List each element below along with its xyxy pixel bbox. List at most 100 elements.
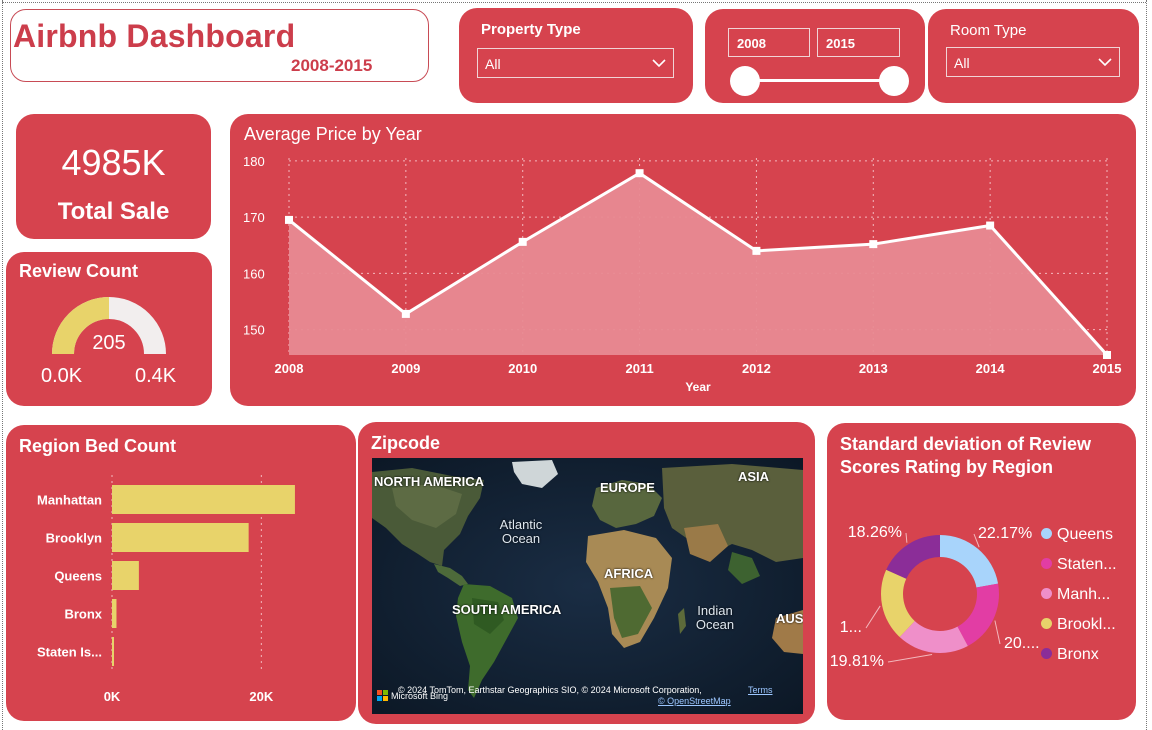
bed-chart-title: Region Bed Count [19, 436, 176, 456]
bed-category-label: Staten Is... [37, 645, 102, 660]
legend-item[interactable]: Manh... [1041, 586, 1110, 604]
price-chart-card: Average Price by Year 150 160 170 180 2008 20… [230, 114, 1136, 406]
price-point[interactable] [635, 169, 644, 178]
property-type-dropdown[interactable]: All [477, 48, 674, 78]
room-type-dropdown[interactable]: All [946, 47, 1120, 77]
legend-label: Staten... [1057, 556, 1117, 573]
donut-slice[interactable] [940, 535, 999, 588]
donut-chart: 22.17% 20.... 19.81% 1... 18.26% [830, 524, 1040, 670]
dashboard-title-card: Airbnb Dashboard 2008-2015 [10, 9, 429, 82]
price-xtick: 2012 [742, 361, 771, 376]
legend-swatch [1041, 588, 1052, 599]
legend-swatch [1041, 618, 1052, 629]
price-point[interactable] [1103, 351, 1111, 359]
price-ytick: 150 [243, 323, 265, 338]
gauge-min-label: 0.0K [41, 365, 83, 387]
map-terms-link[interactable]: Terms [748, 685, 773, 695]
chevron-down-icon [652, 59, 666, 68]
gauge-fill [52, 297, 110, 355]
legend-label: Queens [1057, 526, 1114, 543]
map-label-asia: ASIA [738, 469, 770, 484]
total-sale-label: Total Sale [57, 198, 170, 225]
map-label-australia: AUS [776, 611, 803, 626]
price-point[interactable] [401, 309, 410, 318]
donut-title: Standard deviation of Review Scores Rati… [840, 433, 1091, 479]
gauge-max-label: 0.4K [135, 365, 177, 387]
donut-slice[interactable] [957, 583, 999, 647]
map-label-atlantic: Atlantic Ocean [499, 517, 543, 546]
legend-label: Bronx [1057, 646, 1099, 663]
bed-category-label: Manhattan [37, 493, 102, 508]
price-xtick: 2009 [391, 361, 420, 376]
start-year-input[interactable]: 2008 [728, 28, 810, 57]
review-count-title: Review Count [19, 261, 139, 281]
donut-leader-line [865, 605, 881, 629]
legend-item[interactable]: Queens [1041, 526, 1113, 544]
dashboard-title: Airbnb Dashboard [13, 18, 296, 54]
world-map[interactable]: NORTH AMERICA EUROPE ASIA AFRICA SOUTH A… [372, 458, 803, 714]
map-label-indian: Indian Ocean [695, 603, 735, 632]
donut-leader-line [905, 532, 908, 543]
total-sale-card: 4985K Total Sale [16, 114, 211, 239]
year-range-slicer: 2008 2015 [705, 9, 925, 103]
bed-bar[interactable] [112, 485, 295, 514]
end-year-input[interactable]: 2015 [817, 28, 900, 57]
legend-item[interactable]: Staten... [1041, 556, 1117, 574]
donut-data-label: 22.17% [978, 525, 1032, 542]
bed-bar[interactable] [112, 561, 139, 590]
legend-label: Manh... [1057, 586, 1111, 603]
bed-xtick: 0K [104, 689, 121, 704]
review-count-value: 205 [92, 332, 126, 354]
price-xtick: 2013 [859, 361, 888, 376]
donut-slice[interactable] [899, 621, 968, 653]
start-year-value: 2008 [737, 36, 766, 51]
legend-item[interactable]: Brookl... [1041, 616, 1116, 634]
slider-start-handle[interactable] [730, 66, 760, 96]
price-point[interactable] [518, 237, 527, 246]
legend-swatch [1041, 558, 1052, 569]
slider-end-handle[interactable] [879, 66, 909, 96]
bed-bar-chart: 0K 20K Manhattan Brooklyn Queens Bronx Staten … [37, 475, 295, 704]
price-line-chart: 150 160 170 180 2008 2009 2010 2011 2012 2013 2014… [243, 154, 1121, 394]
map-osm-link[interactable]: © OpenStreetMap [658, 696, 731, 706]
price-ytick: 180 [243, 154, 265, 169]
legend-item[interactable]: Bronx [1041, 646, 1099, 664]
donut-slice[interactable] [881, 569, 915, 638]
price-point[interactable] [986, 221, 995, 230]
review-count-card: Review Count 205 0.0K 0.4K [6, 252, 212, 406]
price-point[interactable] [752, 246, 761, 255]
price-line [288, 171, 1109, 357]
donut-data-label: 19.81% [830, 653, 884, 670]
map-label-north-america: NORTH AMERICA [374, 474, 485, 489]
canvas-border-left [2, 0, 3, 730]
canvas-border-right [1146, 0, 1147, 730]
price-chart-title: Average Price by Year [244, 124, 422, 144]
donut-slice[interactable] [886, 535, 940, 579]
donut-title-line2: Scores Rating by Region [840, 457, 1054, 477]
donut-card: Standard deviation of Review Scores Rati… [827, 423, 1136, 720]
price-point[interactable] [285, 215, 293, 224]
legend-label: Brookl... [1057, 616, 1116, 633]
property-type-value: All [485, 56, 501, 72]
room-type-value: All [954, 55, 970, 71]
bing-logo-icon [377, 690, 388, 701]
map-label-south-america: SOUTH AMERICA [452, 602, 562, 617]
canvas-border-top [2, 2, 1146, 3]
map-brand: Microsoft Bing [391, 691, 449, 701]
bed-bar[interactable] [112, 599, 117, 628]
end-year-value: 2015 [826, 36, 855, 51]
map-label-africa: AFRICA [604, 566, 654, 581]
legend-swatch [1041, 528, 1052, 539]
price-area [289, 173, 1107, 355]
bed-bar[interactable] [112, 523, 249, 552]
map-label-europe: EUROPE [600, 480, 655, 495]
bed-category-label: Bronx [64, 607, 102, 622]
room-type-label: Room Type [950, 22, 1027, 39]
price-xtick: 2008 [275, 361, 304, 376]
total-sale-value: 4985K [61, 142, 166, 183]
price-point[interactable] [869, 240, 878, 249]
donut-data-label: 18.26% [848, 524, 902, 541]
bed-chart-card: Region Bed Count 0K 20K Manhattan Brooklyn Q… [6, 425, 356, 721]
bed-bar[interactable] [112, 637, 114, 666]
map-title: Zipcode [371, 433, 441, 453]
